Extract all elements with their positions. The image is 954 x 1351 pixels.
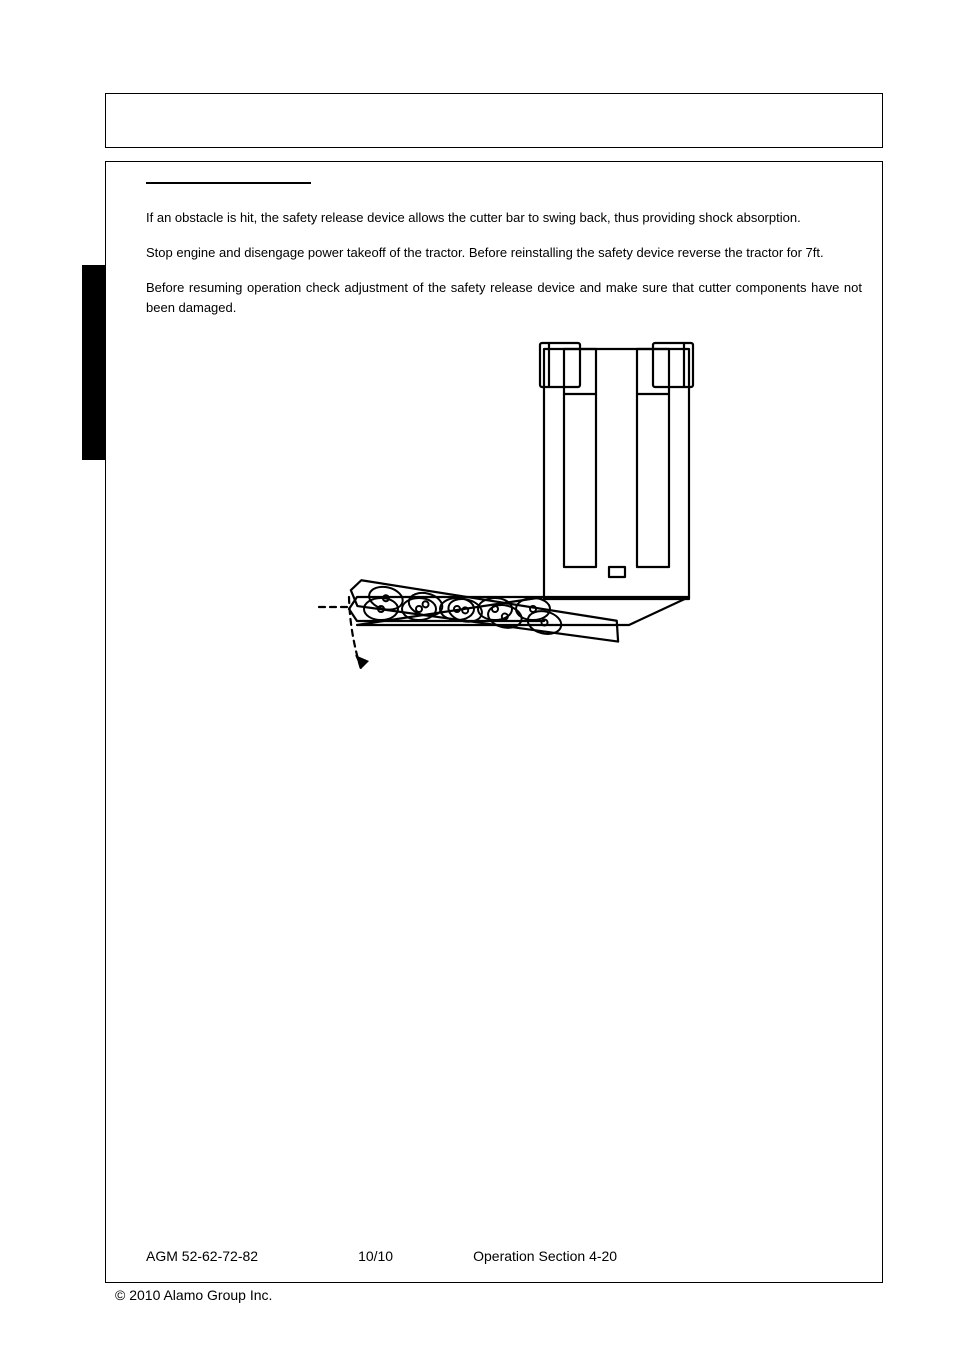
section-heading-underline bbox=[146, 182, 311, 184]
header-frame bbox=[105, 93, 883, 148]
copyright-text: © 2010 Alamo Group Inc. bbox=[115, 1287, 272, 1303]
content-frame: If an obstacle is hit, the safety releas… bbox=[105, 161, 883, 1283]
diagram-container bbox=[146, 339, 862, 714]
mower-swingback-diagram bbox=[289, 339, 719, 709]
side-tab bbox=[82, 265, 106, 460]
page-footer: AGM 52-62-72-82 10/10 Operation Section … bbox=[146, 1248, 862, 1264]
footer-section: Operation Section 4-20 bbox=[473, 1248, 617, 1264]
copyright-rule bbox=[105, 1282, 883, 1283]
paragraph-3: Before resuming operation check adjustme… bbox=[146, 278, 862, 320]
paragraph-2: Stop engine and disengage power takeoff … bbox=[146, 243, 862, 264]
footer-model: AGM 52-62-72-82 bbox=[146, 1248, 258, 1264]
paragraph-1: If an obstacle is hit, the safety releas… bbox=[146, 208, 862, 229]
footer-date: 10/10 bbox=[358, 1248, 393, 1264]
